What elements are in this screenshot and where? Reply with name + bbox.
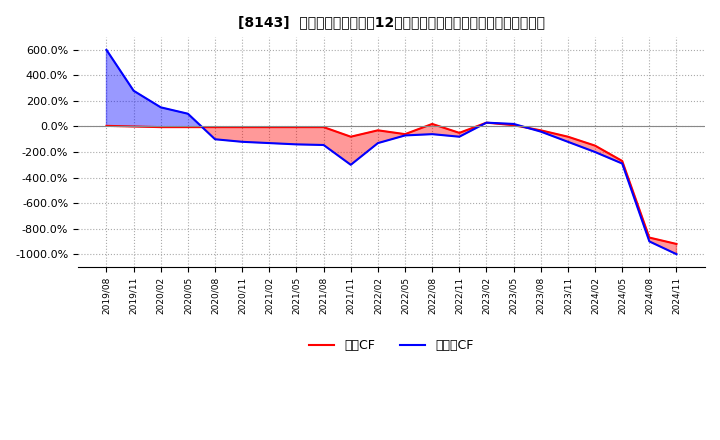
営業CF [238,125,246,130]
フリーCF [536,129,545,134]
フリーCF [346,162,355,168]
Line: フリーCF: フリーCF [107,50,677,254]
営業CF [156,125,165,130]
フリーCF [401,133,410,138]
営業CF [211,125,220,130]
フリーCF [238,139,246,144]
営業CF [184,125,192,130]
フリーCF [156,105,165,110]
フリーCF [428,132,436,137]
フリーCF [590,150,599,155]
営業CF [564,134,572,139]
営業CF [292,125,301,130]
フリーCF [211,137,220,142]
フリーCF [564,139,572,144]
フリーCF [374,140,382,146]
フリーCF [265,140,274,146]
営業CF [672,241,681,246]
フリーCF [618,161,626,166]
営業CF [401,132,410,137]
フリーCF [509,121,518,127]
営業CF [130,124,138,129]
営業CF [482,120,491,125]
営業CF [509,123,518,128]
営業CF [428,121,436,127]
フリーCF [672,252,681,257]
フリーCF [455,134,464,139]
フリーCF [130,88,138,93]
営業CF [265,125,274,130]
営業CF [536,128,545,133]
営業CF [590,143,599,148]
Line: 営業CF: 営業CF [107,123,677,244]
営業CF [618,158,626,164]
営業CF [319,125,328,130]
Title: [8143]  キャッシュフローの12か月移動合計の対前年同期増減率の推移: [8143] キャッシュフローの12か月移動合計の対前年同期増減率の推移 [238,15,545,29]
フリーCF [645,239,654,244]
営業CF [374,128,382,133]
営業CF [346,134,355,139]
フリーCF [482,120,491,125]
フリーCF [292,142,301,147]
フリーCF [319,143,328,148]
フリーCF [184,111,192,116]
営業CF [645,235,654,240]
営業CF [102,123,111,128]
フリーCF [102,47,111,52]
Legend: 営業CF, フリーCF: 営業CF, フリーCF [305,334,479,357]
営業CF [455,130,464,136]
